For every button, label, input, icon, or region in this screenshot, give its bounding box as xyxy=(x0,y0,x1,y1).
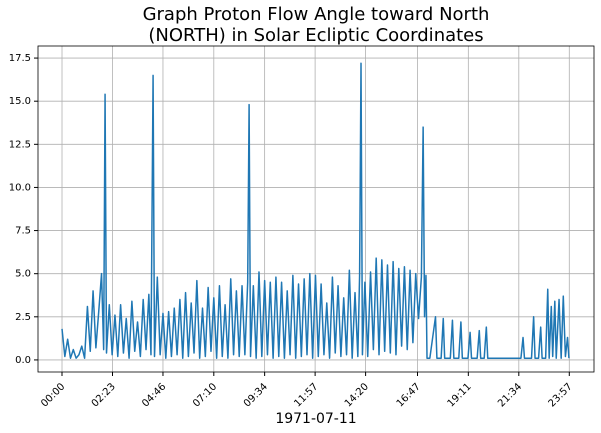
y-tick-label: 17.5 xyxy=(9,53,31,64)
y-tick-label: 10.0 xyxy=(9,182,31,193)
x-axis-label: 1971-07-11 xyxy=(275,411,356,427)
plot-frame xyxy=(37,45,595,373)
chart-title: (NORTH) in Solar Ecliptic Coordinates xyxy=(148,25,483,46)
y-tick-label: 15.0 xyxy=(9,96,31,107)
chart-title: Graph Proton Flow Angle toward North xyxy=(143,4,490,25)
y-tick-label: 5.0 xyxy=(15,269,31,280)
y-tick-label: 2.5 xyxy=(15,312,31,323)
y-tick-label: 12.5 xyxy=(9,139,31,150)
y-tick-label: 0.0 xyxy=(15,355,31,366)
y-tick-label: 7.5 xyxy=(15,226,31,237)
data-line xyxy=(61,62,570,359)
